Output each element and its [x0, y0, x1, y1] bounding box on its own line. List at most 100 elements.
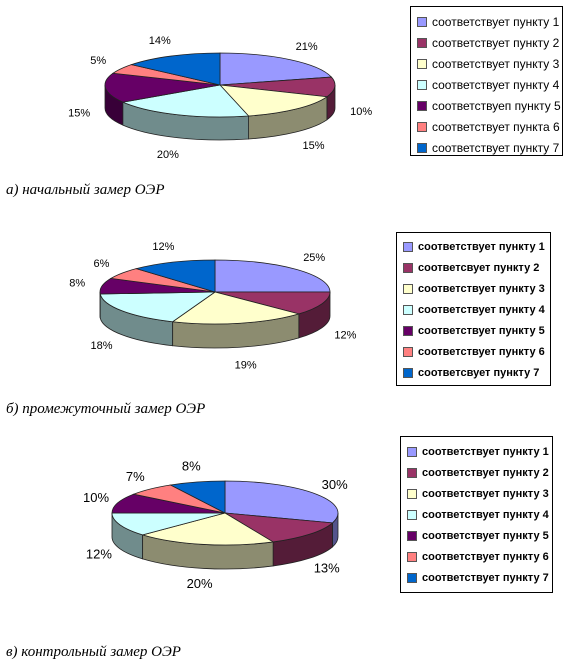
legend-swatch [417, 142, 427, 153]
slice-percent-label: 25% [303, 252, 325, 264]
slice-percent-label: 15% [303, 140, 325, 152]
legend-item: соответствует пункту 7 [417, 137, 560, 158]
chart-1: 21% 10% 15% 20% 15% 5% 14% соответствует пункт… [0, 0, 568, 210]
legend-label: соответствует пункту 1 [422, 445, 549, 458]
pie-slice [111, 493, 226, 514]
legend-item: соответствует пункту 5 [403, 320, 545, 341]
legend-item: соответсвует пункту 7 [403, 362, 544, 383]
pie-chart-1: 21% 10% 15% 20% 15% 5% 14% [68, 35, 372, 161]
legend-swatch [407, 467, 417, 478]
legend-label: соответствует пункту 5 [422, 529, 549, 542]
legend-item: соответствует пункту 6 [403, 341, 545, 362]
legend-1: соответствует пункту 1 соответствует пунк… [410, 6, 563, 156]
pie-slice [218, 84, 329, 117]
slice-percent-label: 10% [350, 106, 372, 118]
slice-percent-label: 10% [83, 490, 109, 505]
legend-label: соответствует пункту 7 [432, 140, 560, 155]
legend-label: соответствует пункту 5 [418, 324, 545, 337]
slice-percent-label: 12% [152, 241, 174, 253]
legend-swatch [403, 241, 413, 252]
pie-slice [129, 52, 221, 86]
legend-item: соответствует пункту 3 [417, 53, 560, 74]
pie-slice [104, 72, 221, 103]
slice-percent-label: 13% [314, 561, 340, 576]
slice-percent-label: 18% [90, 340, 112, 352]
legend-item: соответствует пункту 2 [407, 462, 549, 483]
legend-swatch [417, 100, 427, 111]
legend-label: соответствует пункту 2 [422, 466, 549, 479]
caption-1: а) начальный замер ОЭР [6, 182, 165, 198]
legend-label: соответствует пункту 2 [432, 35, 560, 50]
legend-item: соответствует пункту 4 [417, 74, 560, 95]
legend-swatch [407, 551, 417, 562]
pie-slice [141, 512, 275, 546]
slice-percent-label: 8% [182, 459, 201, 474]
slice-percent-label: 20% [187, 576, 213, 591]
chart-2: 25% 12% 19% 18% 8% 6% 12% соответствует пункту… [0, 225, 568, 425]
legend-label: соответствует пункту 7 [422, 571, 549, 584]
chart-3: 30% 13% 20% 12% 10% 7% 8% соответствует пункту… [0, 435, 568, 660]
legend-item: соответствует пункту 3 [407, 483, 549, 504]
slice-percent-label: 14% [149, 35, 171, 47]
legend-swatch [403, 346, 413, 357]
slice-percent-label: 19% [235, 359, 257, 371]
legend-item: соответствует пункту 1 [403, 236, 545, 257]
legend-item: соответствует пункту 1 [417, 11, 560, 32]
pie-slice [214, 259, 331, 293]
legend-label: соответствует пункту 1 [432, 14, 560, 29]
legend-item: соответствует пункту 2 [417, 32, 560, 53]
legend-swatch [403, 367, 413, 378]
legend-swatch [417, 16, 427, 27]
pie-slice [214, 291, 331, 315]
legend-item: соответствует пункту 3 [403, 278, 545, 299]
legend-label: соответствует пункту 3 [422, 487, 549, 500]
legend-label: соответствует пункту 4 [418, 303, 545, 316]
legend-swatch [407, 488, 417, 499]
slice-percent-label: 6% [94, 258, 110, 270]
pie-slice [169, 480, 226, 514]
slice-percent-label: 5% [90, 55, 106, 67]
legend-item: соответствует пункту 7 [407, 567, 549, 588]
legend-item: соответствует пункту 1 [407, 441, 549, 462]
legend-item: соответствуеп пункту 5 [417, 95, 561, 116]
legend-swatch [417, 37, 427, 48]
legend-swatch [403, 325, 413, 336]
legend-item: соответсвует пункту 2 [403, 257, 544, 278]
legend-swatch [407, 572, 417, 583]
legend-label: соответствует пункту 1 [418, 240, 545, 253]
legend-label: соответсвует пункту 7 [418, 366, 540, 379]
pie-slice [134, 259, 216, 293]
pie-slice [121, 84, 250, 118]
legend-item: соответствует пункту 4 [403, 299, 545, 320]
slice-percent-label: 20% [157, 149, 179, 161]
legend-2: соответствует пункту 1 соответсвует пункт… [396, 232, 551, 386]
legend-label: соответствуеп пункту 5 [432, 98, 561, 113]
pie-slice [224, 512, 334, 543]
legend-item: соответствует пункту 4 [407, 504, 549, 525]
legend-swatch [417, 58, 427, 69]
pie-chart-3: 30% 13% 20% 12% 10% 7% 8% [83, 459, 348, 592]
legend-item: соответствует пункту 5 [407, 525, 549, 546]
slice-percent-label: 30% [322, 477, 348, 492]
legend-label: соответствует пункту 3 [418, 282, 545, 295]
legend-label: соответствует пункта 6 [432, 119, 560, 134]
legend-item: соответствует пункта 6 [417, 116, 560, 137]
slice-percent-label: 12% [334, 329, 356, 341]
legend-swatch [403, 283, 413, 294]
legend-label: соответствует пункту 3 [432, 56, 560, 71]
legend-item: соответствует пункту 6 [407, 546, 549, 567]
slice-percent-label: 15% [68, 108, 90, 120]
legend-swatch [407, 530, 417, 541]
pie-slice [219, 76, 336, 98]
legend-label: соответствует пункту 6 [422, 550, 549, 563]
legend-3: соответствует пункту 1 соответствует пунк… [400, 436, 553, 593]
caption-3: в) контрольный замер ОЭР [6, 644, 181, 660]
pie-chart-2: 25% 12% 19% 18% 8% 6% 12% [69, 241, 356, 372]
legend-swatch [407, 446, 417, 457]
pie-slice [111, 512, 226, 536]
legend-swatch [403, 262, 413, 273]
legend-label: соответствует пункту 6 [418, 345, 545, 358]
legend-swatch [407, 509, 417, 520]
legend-label: соответствует пункту 4 [432, 77, 560, 92]
pie-slice [99, 291, 217, 323]
